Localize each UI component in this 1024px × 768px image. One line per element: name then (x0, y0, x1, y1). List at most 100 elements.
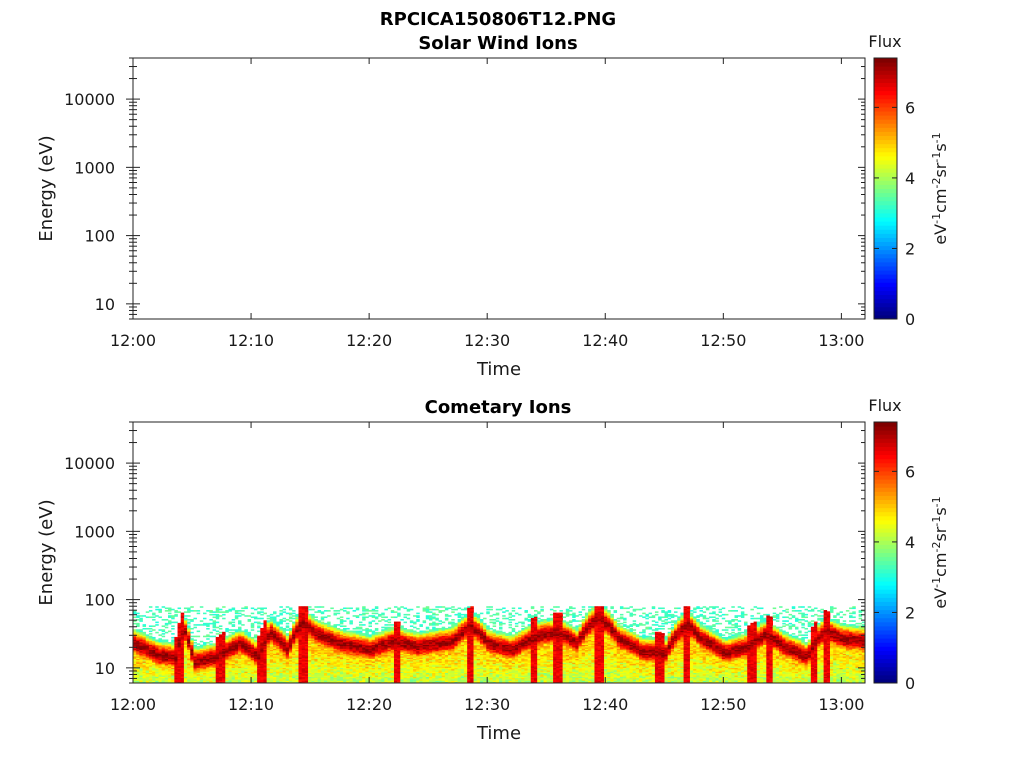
heatmap-cell (393, 635, 398, 638)
heatmap-cell (183, 674, 188, 676)
heatmap-cell (444, 634, 449, 636)
heatmap-cell (374, 639, 379, 642)
heatmap-cell (441, 653, 446, 656)
heatmap-cell (387, 651, 392, 653)
heatmap-cell (244, 657, 248, 659)
heatmap-cell (231, 645, 236, 648)
heatmap-cell (222, 606, 226, 608)
heatmap-cell (244, 629, 248, 631)
heatmap-cell (180, 652, 185, 654)
heatmap-cell (206, 644, 210, 647)
heatmap-cell (253, 647, 258, 649)
heatmap-cell (279, 649, 283, 652)
heatmap-cell (406, 653, 411, 656)
heatmap-cell (352, 643, 357, 645)
heatmap-cell (413, 679, 417, 681)
heatmap-cell (330, 680, 334, 683)
heatmap-cell (400, 657, 404, 659)
heatmap-cell (448, 668, 452, 671)
heatmap-cell (448, 651, 452, 653)
heatmap-cell (425, 675, 430, 677)
heatmap-cell (425, 666, 430, 668)
heatmap-cell (136, 680, 140, 683)
heatmap-cell (292, 649, 296, 652)
heatmap-cell (451, 653, 455, 656)
heatmap-cell (349, 654, 353, 657)
heatmap-cell (333, 640, 337, 643)
heatmap-cell (174, 615, 178, 617)
heatmap-cell (419, 642, 423, 644)
heatmap-cell (218, 644, 223, 647)
heatmap-cell (250, 679, 255, 681)
heatmap-cell (451, 621, 455, 624)
heatmap-cell (419, 630, 423, 633)
heatmap-cell (406, 636, 411, 639)
heatmap-cell (295, 619, 299, 621)
heatmap-cell (384, 670, 388, 672)
heatmap-cell (444, 627, 449, 630)
heatmap-cell (196, 652, 201, 654)
heatmap-cell (234, 634, 239, 636)
heatmap-cell (158, 651, 162, 653)
heatmap-cell (276, 680, 280, 683)
heatmap-cell (168, 620, 172, 622)
x-tick-label: 12:40 (582, 331, 628, 350)
heatmap-cell (218, 631, 223, 634)
heatmap-cell (397, 679, 401, 681)
heatmap-cell (339, 621, 344, 624)
heatmap-cell (333, 629, 337, 631)
heatmap-cell (298, 652, 302, 654)
heatmap-cell (257, 668, 261, 671)
heatmap-cell (371, 671, 376, 674)
heatmap-cell (403, 662, 408, 665)
colorbar-swatch (874, 180, 897, 185)
heatmap-cell (333, 610, 337, 612)
heatmap-cell (238, 647, 242, 649)
heatmap-cell (381, 665, 385, 667)
heatmap-cell (177, 677, 182, 680)
heatmap-cell (218, 639, 223, 642)
heatmap-cell (413, 622, 417, 625)
heatmap-cell (139, 634, 143, 636)
heatmap-cell (158, 648, 162, 651)
heatmap-cell (355, 658, 360, 661)
heatmap-cell (190, 631, 194, 634)
heatmap-cell (451, 657, 455, 659)
heatmap-cell (374, 635, 379, 638)
colorbar-swatch (874, 143, 897, 149)
heatmap-cell (193, 658, 197, 661)
heatmap-cell (349, 680, 353, 683)
heatmap-cell (260, 676, 264, 679)
heatmap-cell (177, 665, 182, 667)
heatmap-cell (323, 672, 328, 675)
heatmap-cell (282, 649, 287, 652)
heatmap-cell (425, 644, 430, 647)
heatmap-cell (250, 657, 255, 659)
heatmap-cell (285, 635, 290, 638)
heatmap-cell (390, 676, 395, 679)
heatmap-cell (381, 612, 385, 615)
heatmap-cell (320, 633, 325, 635)
heatmap-cell (158, 642, 162, 644)
heatmap-cell (317, 671, 322, 674)
heatmap-cell (273, 616, 277, 619)
heatmap-cell (365, 651, 369, 653)
heatmap-cell (413, 634, 417, 636)
heatmap-cell (336, 612, 341, 615)
heatmap-cell (168, 662, 172, 665)
heatmap-cell (168, 615, 172, 617)
heatmap-cell (263, 640, 267, 643)
heatmap-cell (320, 661, 325, 663)
heatmap-cell (190, 643, 194, 645)
heatmap-cell (323, 659, 328, 662)
heatmap-cell (413, 654, 417, 657)
heatmap-cell (339, 680, 344, 683)
heatmap-cell (419, 635, 423, 638)
heatmap-cell (253, 645, 258, 648)
heatmap-cell (180, 620, 185, 622)
heatmap-cell (285, 638, 290, 640)
heatmap-cell (206, 677, 210, 680)
heatmap-cell (263, 659, 267, 662)
heatmap-cell (183, 611, 188, 613)
heatmap-cell (136, 672, 140, 675)
